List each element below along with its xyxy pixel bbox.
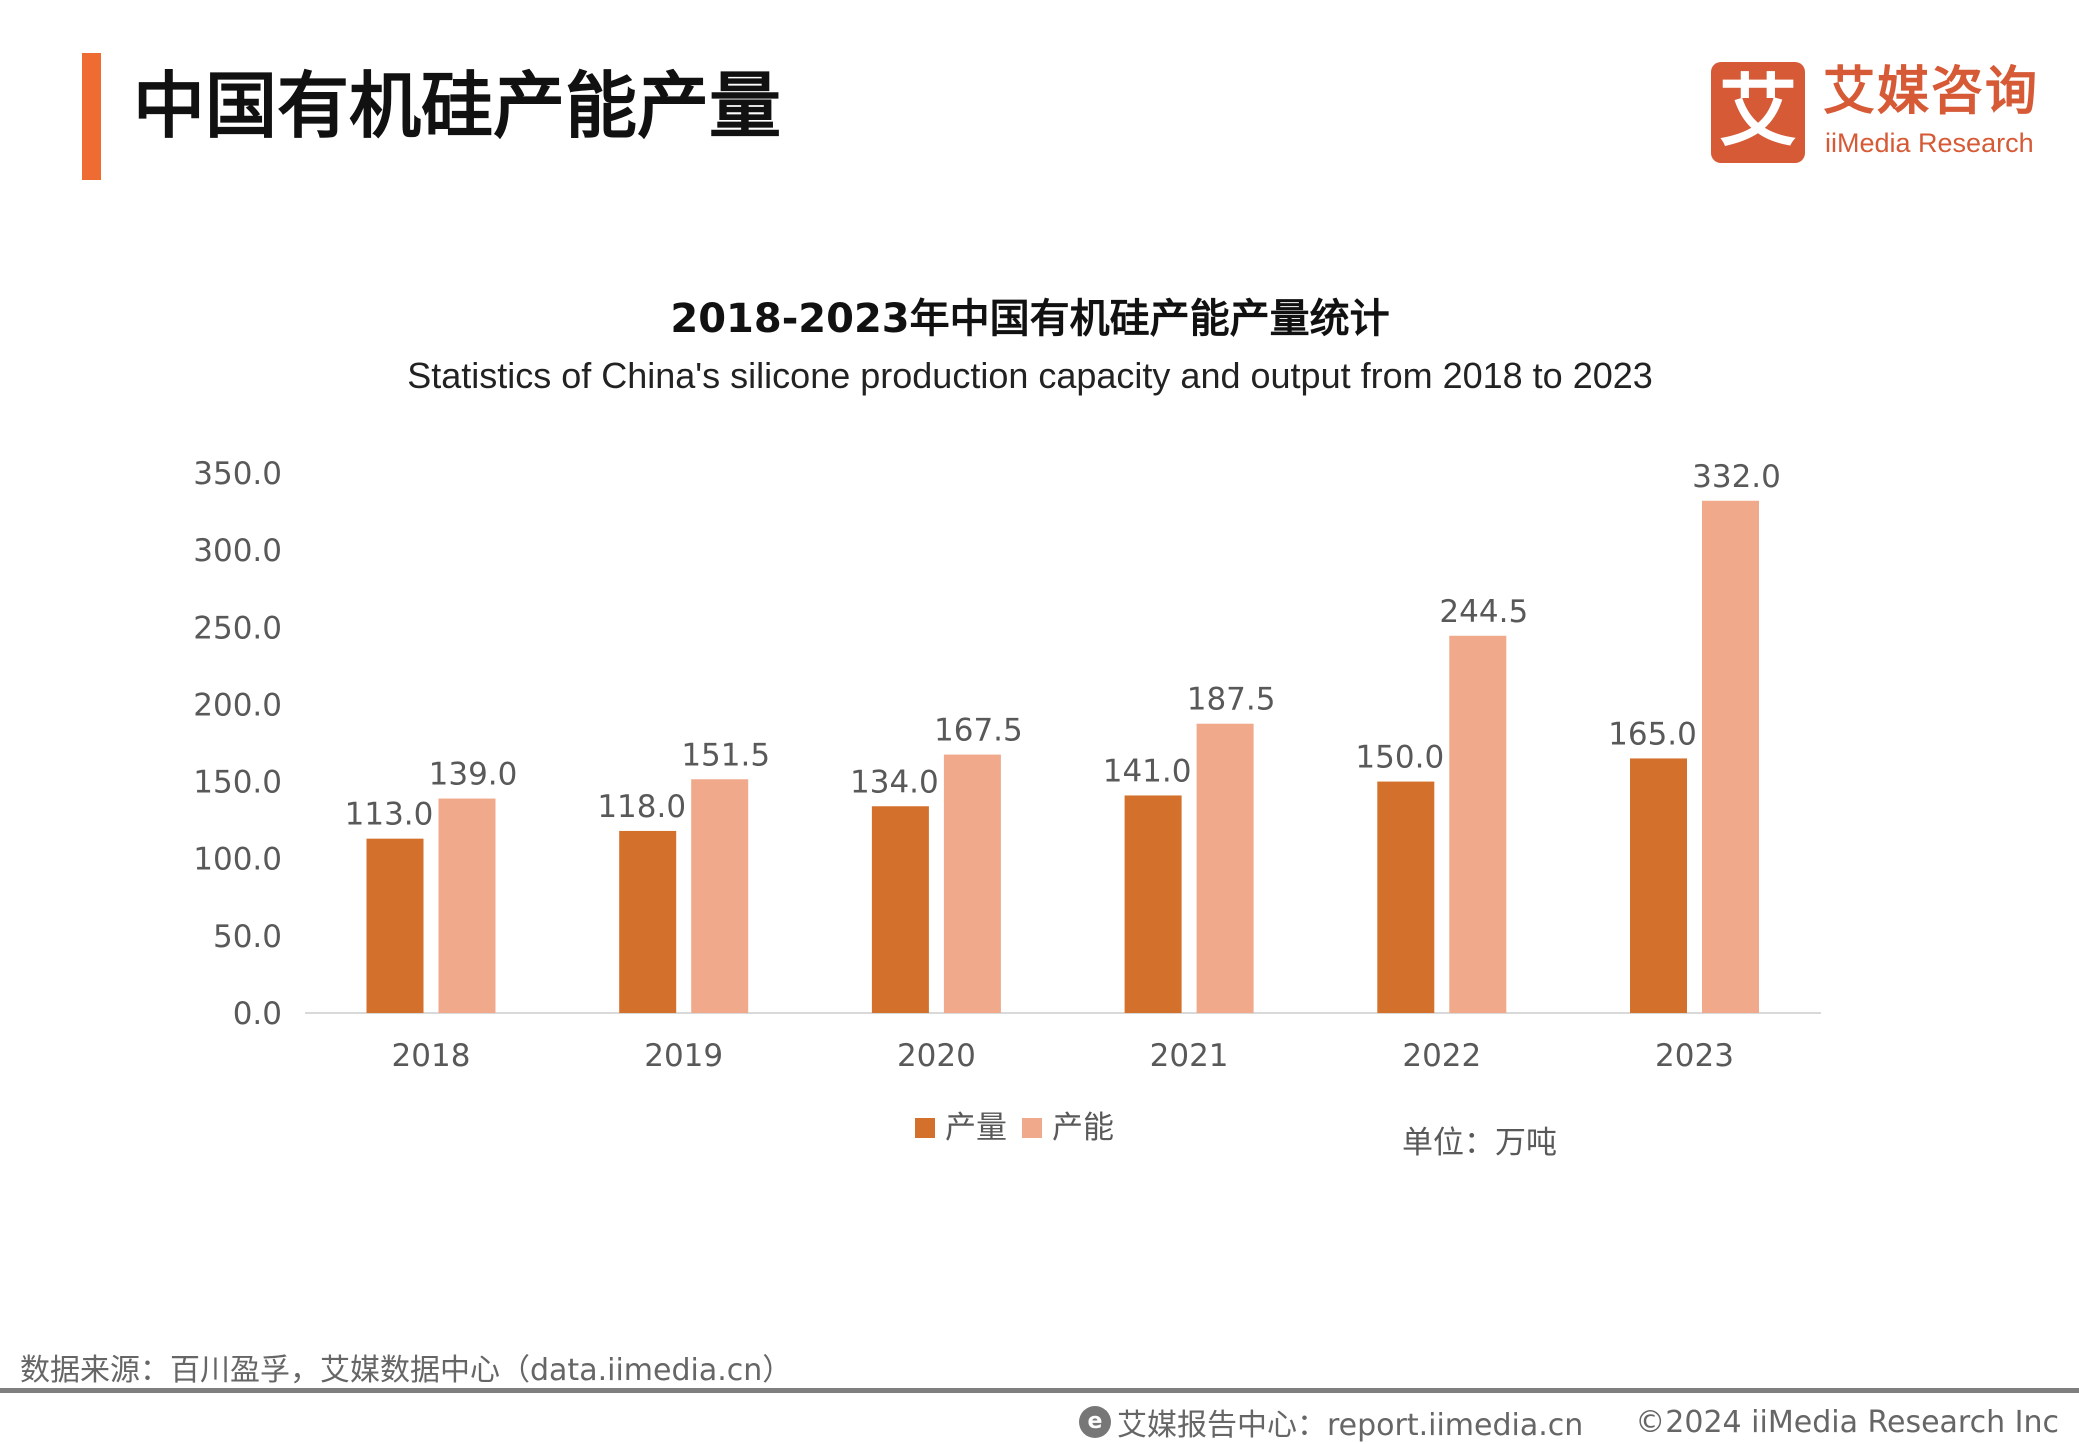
data-label: 134.0 [850,764,939,800]
y-tick-label: 250.0 [193,610,282,646]
globe-icon: e [1078,1406,1111,1438]
data-label: 141.0 [1103,753,1192,789]
footer: e 艾媒报告中心：report.iimedia.cn ©2024 iiMedia… [1078,1400,2059,1444]
logo-mark: 艾 [1711,62,1805,163]
x-tick-label: 2022 [1402,1038,1481,1074]
bar-output-2021 [1124,795,1182,1013]
copyright: ©2024 iiMedia Research Inc [1635,1404,2059,1440]
report-center-link[interactable]: 艾媒报告中心：report.iimedia.cn [1116,1408,1584,1443]
iimedia-logo: 艾 艾媒咨询 iiMedia Research [1711,62,2042,163]
bar-capacity-2019 [691,779,749,1013]
page-title: 中国有机硅产能产量 [133,64,782,148]
bar-output-2023 [1630,758,1687,1013]
x-tick-label: 2020 [897,1038,976,1074]
data-label: 187.5 [1187,682,1276,718]
chart-subtitle: Statistics of China's silicone productio… [407,355,1653,396]
footer-divider [0,1388,2079,1393]
logo-en-text: iiMedia Research [1825,128,2034,158]
data-label: 150.0 [1355,740,1444,776]
x-tick-label: 2023 [1655,1038,1734,1074]
data-label: 332.0 [1692,459,1781,495]
data-label: 244.5 [1439,594,1528,630]
data-label: 113.0 [345,797,434,833]
x-tick-label: 2021 [1150,1038,1229,1074]
y-tick-label: 0.0 [233,996,282,1032]
legend-item-output [915,1118,935,1138]
y-tick-label: 100.0 [193,842,282,878]
bar-capacity-2018 [438,798,496,1013]
chart-title: 2018-2023年中国有机硅产能产量统计 [670,296,1390,342]
logo-cn-text: 艾媒咨询 [1823,62,2040,122]
bar-capacity-2022 [1449,635,1507,1013]
title-accent-bar [82,53,101,180]
y-tick-label: 200.0 [193,687,282,723]
legend-item-capacity [1022,1118,1042,1138]
legend-label-capacity: 产能 [1052,1110,1114,1146]
y-tick-label: 350.0 [193,456,282,492]
data-label: 139.0 [429,757,518,793]
bar-capacity-2023 [1702,500,1759,1013]
y-tick-label: 50.0 [213,919,282,955]
y-tick-label: 300.0 [193,533,282,569]
legend-swatch [915,1118,935,1138]
data-source: 数据来源：百川盈孚，艾媒数据中心（data.iimedia.cn） [20,1353,793,1388]
legend-label-output: 产量 [945,1110,1007,1146]
x-tick-label: 2018 [392,1038,471,1074]
bar-output-2018 [366,838,424,1013]
x-tick-label: 2019 [644,1038,723,1074]
data-label: 118.0 [597,789,686,825]
bar-output-2020 [871,806,929,1013]
data-label: 167.5 [934,713,1023,749]
bar-output-2019 [619,830,677,1013]
bar-capacity-2020 [943,754,1001,1013]
bar-chart: 0.0 50.0 100.0 150.0 200.0 250.0 300.0 350.0 201… [193,456,1821,1074]
legend-swatch [1022,1118,1042,1138]
bar-capacity-2021 [1196,723,1254,1013]
y-tick-label: 150.0 [193,765,282,801]
bar-output-2022 [1377,781,1435,1013]
unit-label: 单位：万吨 [1402,1125,1557,1161]
data-label: 151.5 [681,737,770,773]
data-label: 165.0 [1608,716,1697,752]
